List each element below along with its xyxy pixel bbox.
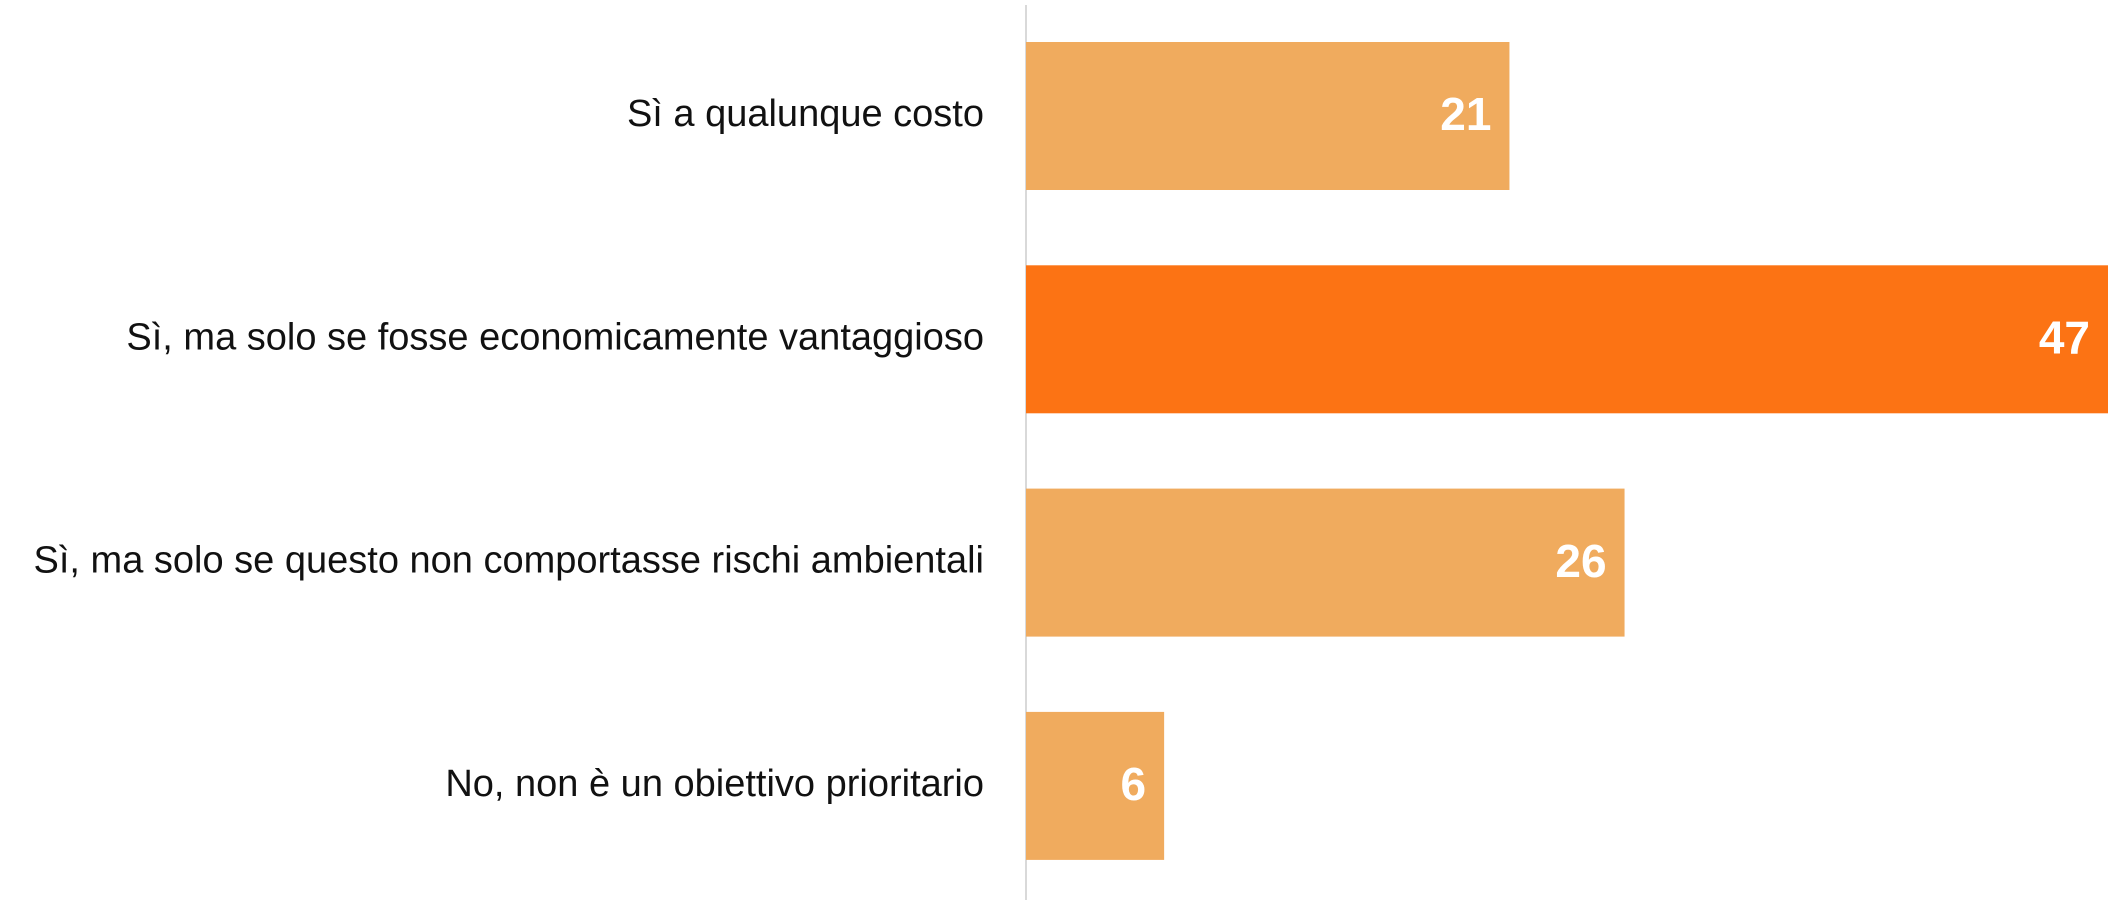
value-label: 47 — [2039, 311, 2090, 363]
bar — [1026, 488, 1625, 637]
bar — [1026, 711, 1165, 860]
category-label: No, non è un obiettivo prioritario — [445, 763, 984, 805]
category-label: Sì a qualunque costo — [627, 93, 984, 135]
category-label: Sì, ma solo se fosse economicamente vant… — [126, 316, 984, 358]
value-label: 6 — [1121, 758, 1147, 810]
value-label: 26 — [1555, 535, 1606, 587]
value-label: 21 — [1440, 88, 1491, 140]
category-label: Sì, ma solo se questo non comportasse ri… — [34, 540, 984, 582]
bar — [1026, 42, 1510, 190]
bar — [1026, 265, 2108, 414]
